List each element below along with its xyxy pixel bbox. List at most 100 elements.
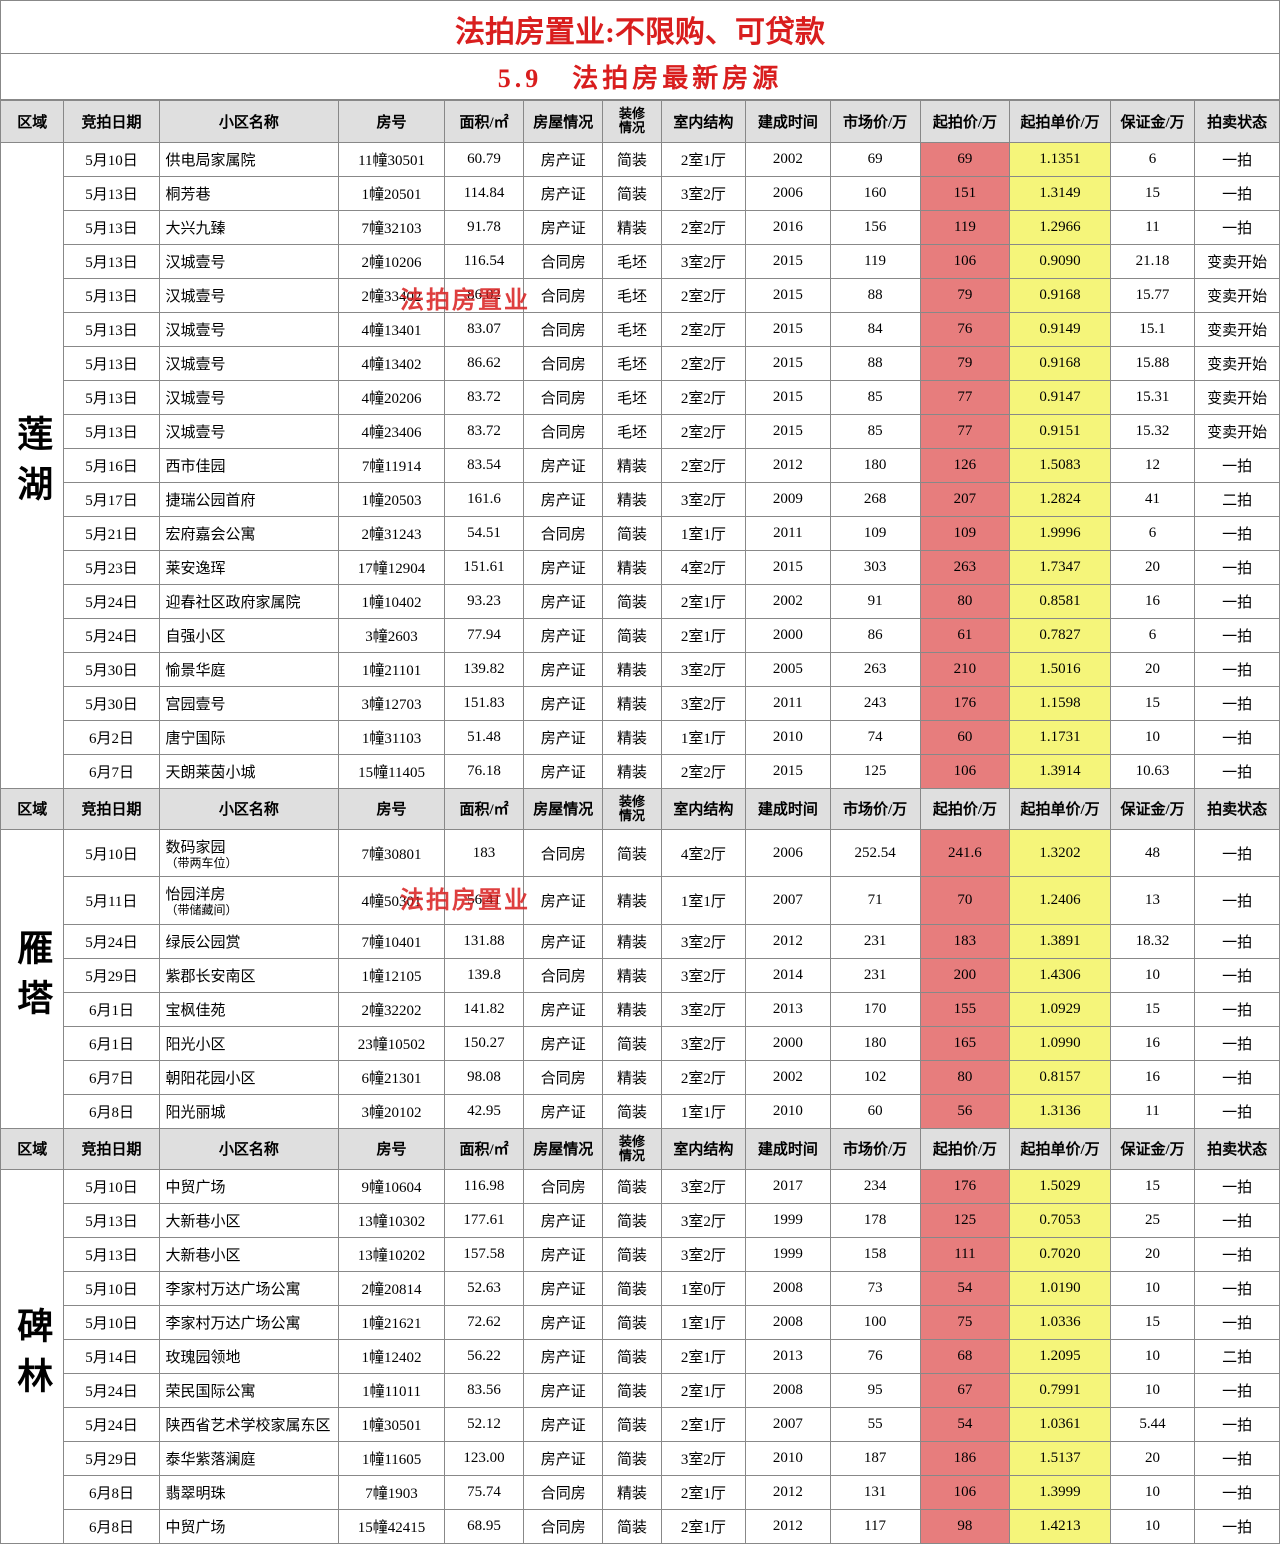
cell-name: 泰华紫落澜庭 — [159, 1442, 339, 1476]
cell-deposit: 15 — [1110, 992, 1195, 1026]
table-row: 5月23日莱安逸珲17幢12904151.61房产证精装4室2厅20153032… — [1, 550, 1280, 584]
cell-deco: 简装 — [603, 176, 661, 210]
cell-struct: 3室2厅 — [661, 652, 746, 686]
cell-deco: 简装 — [603, 1306, 661, 1340]
cell-status: 一拍 — [1195, 1510, 1280, 1544]
cell-market: 158 — [830, 1238, 920, 1272]
cell-market: 180 — [830, 448, 920, 482]
cell-area: 42.95 — [444, 1094, 523, 1128]
cell-area: 83.56 — [444, 1374, 523, 1408]
cell-deposit: 10 — [1110, 720, 1195, 754]
cell-name: 荣民国际公寓 — [159, 1374, 339, 1408]
cell-deco: 简装 — [603, 1442, 661, 1476]
cell-name: 李家村万达广场公寓 — [159, 1306, 339, 1340]
cell-area: 98.08 — [444, 1060, 523, 1094]
cell-status: 一拍 — [1195, 1094, 1280, 1128]
cell-house: 房产证 — [524, 448, 603, 482]
header-struct: 室内结构 — [661, 101, 746, 143]
cell-date: 5月30日 — [64, 686, 159, 720]
cell-house: 房产证 — [524, 924, 603, 958]
cell-struct: 3室2厅 — [661, 924, 746, 958]
cell-deposit: 10 — [1110, 1374, 1195, 1408]
cell-deposit: 15 — [1110, 176, 1195, 210]
cell-built: 2006 — [746, 176, 831, 210]
cell-room: 1幢11605 — [339, 1442, 445, 1476]
cell-market: 160 — [830, 176, 920, 210]
cell-name: 大新巷小区 — [159, 1204, 339, 1238]
cell-built: 2011 — [746, 516, 831, 550]
cell-deco: 毛坯 — [603, 244, 661, 278]
cell-market: 117 — [830, 1510, 920, 1544]
cell-area: 183 — [444, 830, 523, 877]
cell-deposit: 10 — [1110, 1476, 1195, 1510]
cell-area: 91.78 — [444, 210, 523, 244]
cell-market: 231 — [830, 958, 920, 992]
table-row: 5月21日宏府嘉会公寓2幢3124354.51合同房简装1室1厅20111091… — [1, 516, 1280, 550]
cell-date: 6月7日 — [64, 1060, 159, 1094]
cell-date: 5月10日 — [64, 1306, 159, 1340]
cell-start: 60 — [920, 720, 1010, 754]
cell-deposit: 41 — [1110, 482, 1195, 516]
cell-built: 2010 — [746, 1442, 831, 1476]
cell-room: 9幢10604 — [339, 1170, 445, 1204]
cell-room: 1幢20503 — [339, 482, 445, 516]
cell-unit: 1.1598 — [1010, 686, 1110, 720]
cell-room: 17幢12904 — [339, 550, 445, 584]
cell-house: 房产证 — [524, 142, 603, 176]
cell-deco: 简装 — [603, 1272, 661, 1306]
header-built: 建成时间 — [746, 101, 831, 143]
cell-deco: 简装 — [603, 1204, 661, 1238]
table-row: 5月10日李家村万达广场公寓1幢2162172.62房产证简装1室1厅20081… — [1, 1306, 1280, 1340]
cell-start: 106 — [920, 244, 1010, 278]
cell-deco: 精装 — [603, 877, 661, 924]
header-start: 起拍价/万 — [920, 101, 1010, 143]
cell-unit: 1.5083 — [1010, 448, 1110, 482]
table-row: 6月7日朝阳花园小区6幢2130198.08合同房精装2室2厅200210280… — [1, 1060, 1280, 1094]
cell-house: 房产证 — [524, 1238, 603, 1272]
cell-start: 111 — [920, 1238, 1010, 1272]
cell-area: 141.82 — [444, 992, 523, 1026]
cell-market: 243 — [830, 686, 920, 720]
cell-date: 5月24日 — [64, 584, 159, 618]
cell-start: 56 — [920, 1094, 1010, 1128]
cell-name: 阳光丽城 — [159, 1094, 339, 1128]
cell-status: 一拍 — [1195, 1238, 1280, 1272]
cell-date: 5月13日 — [64, 380, 159, 414]
cell-market: 84 — [830, 312, 920, 346]
cell-date: 6月2日 — [64, 720, 159, 754]
cell-name: 朝阳花园小区 — [159, 1060, 339, 1094]
cell-house: 合同房 — [524, 1060, 603, 1094]
cell-built: 2008 — [746, 1306, 831, 1340]
table-row: 5月13日大新巷小区13幢10302177.61房产证简装3室2厅1999178… — [1, 1204, 1280, 1238]
cell-status: 一拍 — [1195, 516, 1280, 550]
table-row: 6月7日天朗莱茵小城15幢1140576.18房产证精装2室2厅20151251… — [1, 754, 1280, 788]
cell-deco: 精装 — [603, 210, 661, 244]
cell-name: 汉城壹号 — [159, 312, 339, 346]
header-row: 区域竞拍日期小区名称房号面积/㎡房屋情况装修情况室内结构建成时间市场价/万起拍价… — [1, 788, 1280, 830]
cell-struct: 3室2厅 — [661, 1170, 746, 1204]
cell-house: 房产证 — [524, 1094, 603, 1128]
cell-date: 5月24日 — [64, 1408, 159, 1442]
table-row: 5月13日汉城壹号4幢1340286.62合同房毛坯2室2厅201588790.… — [1, 346, 1280, 380]
cell-deposit: 10.63 — [1110, 754, 1195, 788]
cell-date: 5月21日 — [64, 516, 159, 550]
cell-room: 2幢33402 — [339, 278, 445, 312]
cell-start: 155 — [920, 992, 1010, 1026]
cell-market: 263 — [830, 652, 920, 686]
cell-room: 13幢10302 — [339, 1204, 445, 1238]
table-row: 5月30日宫园壹号3幢12703151.83房产证精装3室2厅201124317… — [1, 686, 1280, 720]
cell-start: 106 — [920, 754, 1010, 788]
cell-start: 151 — [920, 176, 1010, 210]
cell-deco: 简装 — [603, 1094, 661, 1128]
cell-area: 150.27 — [444, 1026, 523, 1060]
cell-status: 一拍 — [1195, 1204, 1280, 1238]
cell-name: 紫郡长安南区 — [159, 958, 339, 992]
cell-name: 愉景华庭 — [159, 652, 339, 686]
cell-start: 119 — [920, 210, 1010, 244]
cell-date: 5月10日 — [64, 1170, 159, 1204]
cell-room: 6幢21301 — [339, 1060, 445, 1094]
cell-unit: 0.7053 — [1010, 1204, 1110, 1238]
table-row: 5月14日玫瑰园领地1幢1240256.22房产证简装2室1厅201376681… — [1, 1340, 1280, 1374]
cell-struct: 2室1厅 — [661, 1510, 746, 1544]
cell-status: 一拍 — [1195, 1272, 1280, 1306]
